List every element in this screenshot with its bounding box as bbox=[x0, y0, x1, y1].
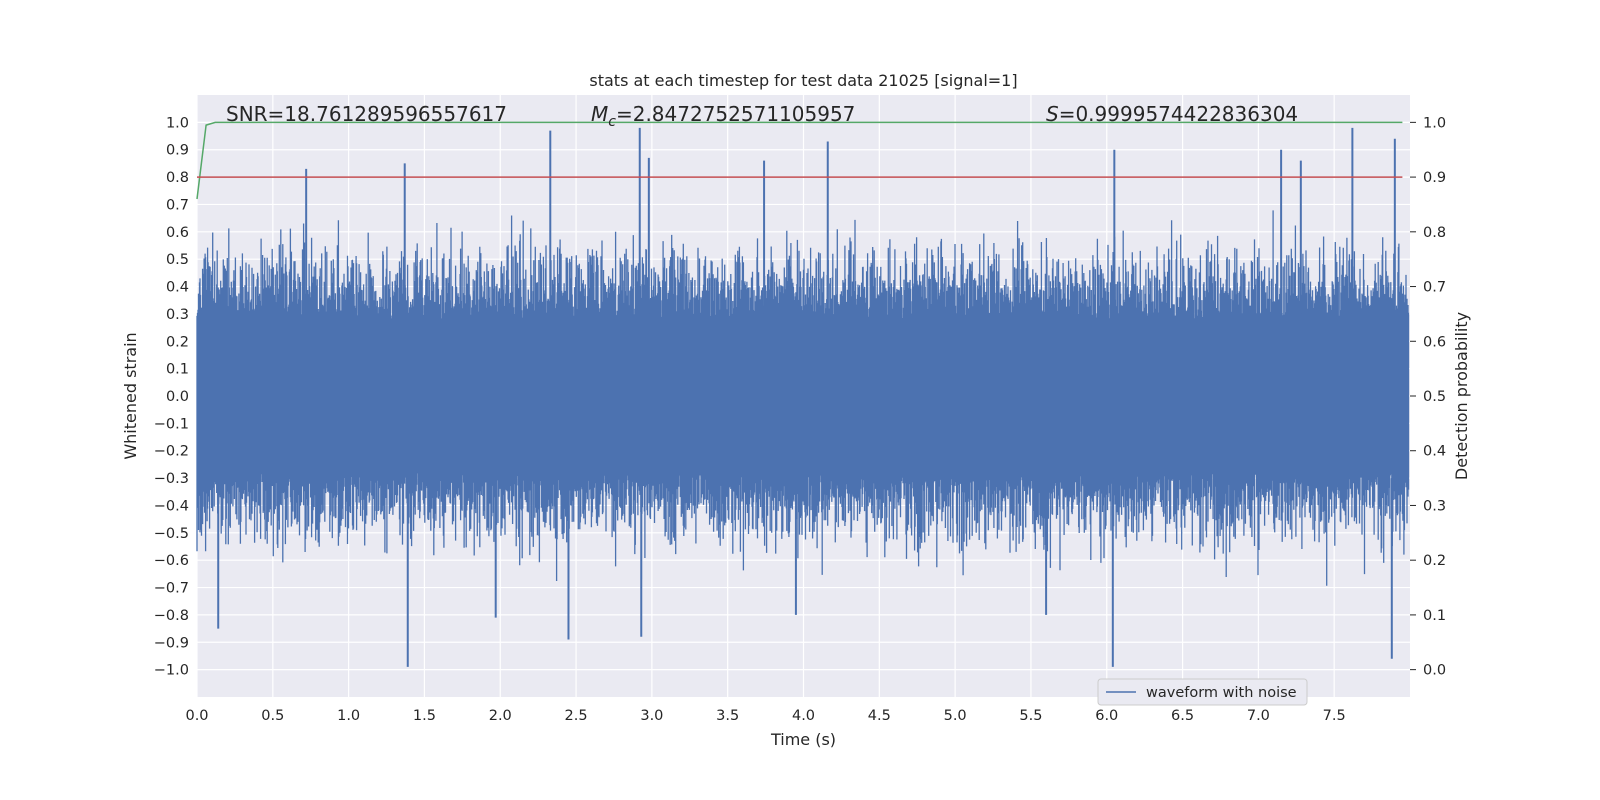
x-tick-label: 4.0 bbox=[792, 708, 815, 724]
x-tick-label: 5.5 bbox=[1019, 708, 1042, 724]
y-tick-label-left: −0.7 bbox=[154, 581, 189, 597]
y-tick-label-left: −0.6 bbox=[154, 553, 189, 569]
legend: waveform with noise bbox=[1097, 678, 1308, 706]
mc-value: =2.8472752571105957 bbox=[616, 102, 855, 126]
chart-title: stats at each timestep for test data 210… bbox=[589, 71, 1017, 90]
mc-subscript: c bbox=[608, 114, 616, 130]
y-tick-label-right: 0.8 bbox=[1423, 225, 1446, 241]
s-value: =0.9999574422836304 bbox=[1059, 102, 1298, 126]
y-tick-label-right: 0.9 bbox=[1423, 170, 1446, 186]
x-tick-label: 7.5 bbox=[1323, 708, 1346, 724]
x-tick-label: 4.5 bbox=[868, 708, 891, 724]
chirp-mass-annotation: Mc=2.8472752571105957 bbox=[591, 102, 855, 130]
y-tick-label-left: −0.8 bbox=[154, 608, 189, 624]
x-tick-label: 2.0 bbox=[489, 708, 512, 724]
y-tick-label-right: 0.1 bbox=[1423, 608, 1446, 624]
y-tick-label-right: 0.7 bbox=[1423, 280, 1446, 296]
y-tick-label-right: 0.3 bbox=[1423, 498, 1446, 514]
x-tick-label: 1.5 bbox=[413, 708, 436, 724]
y-tick-label-left: −0.1 bbox=[154, 416, 189, 432]
probability-series bbox=[196, 121, 1403, 200]
waveform-series bbox=[196, 127, 1410, 667]
y-tick-label-left: 0.5 bbox=[166, 252, 189, 268]
x-tick-label: 0.0 bbox=[185, 708, 208, 724]
y-tick-label-right: 0.5 bbox=[1423, 389, 1446, 405]
x-tick-label: 6.5 bbox=[1171, 708, 1194, 724]
legend-label: waveform with noise bbox=[1146, 685, 1297, 701]
y-tick-label-left: 0.9 bbox=[166, 143, 189, 159]
x-tick-label: 3.5 bbox=[716, 708, 739, 724]
x-tick-label: 7.0 bbox=[1247, 708, 1270, 724]
y-tick-label-left: −1.0 bbox=[154, 663, 189, 679]
y-axis-label-left: Whitened strain bbox=[121, 332, 140, 459]
y-tick-label-right: 0.2 bbox=[1423, 553, 1446, 569]
y-tick-label-left: −0.3 bbox=[154, 471, 189, 487]
y-tick-label-left: 0.3 bbox=[166, 307, 189, 323]
x-tick-label: 5.0 bbox=[944, 708, 967, 724]
x-tick-label: 3.0 bbox=[640, 708, 663, 724]
y-tick-label-left: 0.4 bbox=[166, 280, 189, 296]
y-tick-label-right: 0.4 bbox=[1423, 444, 1446, 460]
legend-box bbox=[1097, 678, 1308, 706]
snr-annotation: SNR=18.761289596557617 bbox=[226, 102, 507, 126]
waveform-body bbox=[196, 210, 1410, 586]
x-tick-label: 0.5 bbox=[261, 708, 284, 724]
y-tick-label-left: 0.2 bbox=[166, 334, 189, 350]
score-annotation: S=0.9999574422836304 bbox=[1046, 102, 1298, 126]
y-tick-label-left: −0.4 bbox=[154, 498, 189, 514]
x-tick-label: 6.0 bbox=[1095, 708, 1118, 724]
y-tick-label-left: 0.0 bbox=[166, 389, 189, 405]
y-tick-label-left: −0.2 bbox=[154, 444, 189, 460]
x-axis-label: Time (s) bbox=[770, 730, 836, 749]
axis-ticks: 0.0 0.5 1.0 1.5 2.0 2.5 3.0 3.5 4.0 4.5 5.0 5.5 6.0 6… bbox=[154, 115, 1446, 724]
mc-symbol: M bbox=[591, 102, 608, 126]
y-tick-label-left: 0.1 bbox=[166, 362, 189, 378]
y-tick-label-left: 1.0 bbox=[166, 115, 189, 131]
x-tick-label: 1.0 bbox=[337, 708, 360, 724]
y-tick-label-left: 0.8 bbox=[166, 170, 189, 186]
y-tick-label-left: −0.9 bbox=[154, 635, 189, 651]
x-tick-label: 2.5 bbox=[565, 708, 588, 724]
y-tick-label-right: 0.0 bbox=[1423, 663, 1446, 679]
y-tick-label-left: −0.5 bbox=[154, 526, 189, 542]
y-tick-label-left: 0.7 bbox=[166, 197, 189, 213]
y-axis-label-right: Detection probability bbox=[1452, 312, 1471, 480]
y-tick-label-right: 1.0 bbox=[1423, 115, 1446, 131]
y-tick-label-left: 0.6 bbox=[166, 225, 189, 241]
detection-probability-line bbox=[196, 121, 1403, 200]
s-symbol: S bbox=[1046, 102, 1059, 126]
y-tick-label-right: 0.6 bbox=[1423, 334, 1446, 350]
